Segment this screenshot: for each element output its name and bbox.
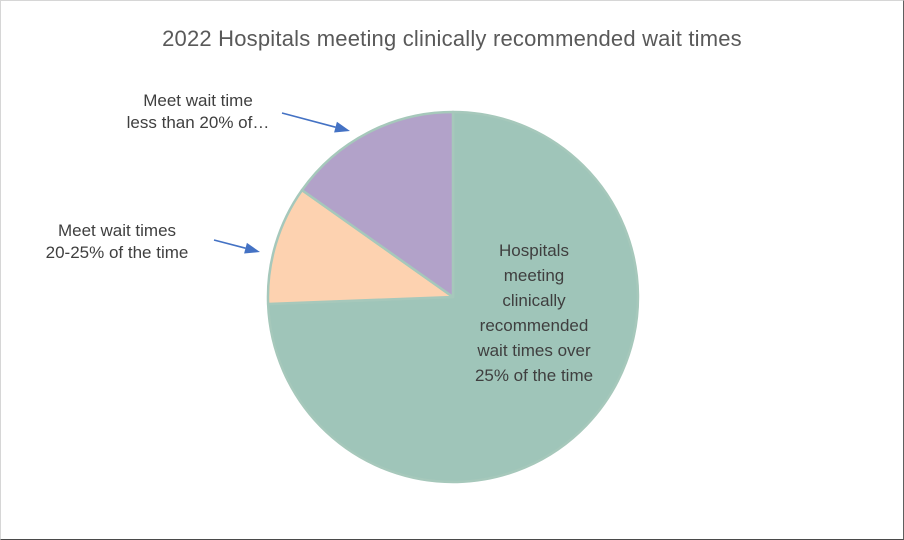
callout-arrowhead-icon-less-than-20 [334, 121, 350, 133]
data-label-line: 25% of the time [474, 366, 594, 385]
callout-arrow-line-20-25 [213, 239, 246, 249]
callout-arrowhead-icon-20-25 [244, 242, 260, 254]
data-label-less-than-20: Meet wait time less than 20% of… [103, 90, 293, 134]
chart-title: 2022 Hospitals meeting clinically recomm… [162, 26, 742, 51]
data-label-20-25: Meet wait times 20-25% of the time [22, 220, 212, 264]
data-label-line: clinically [502, 291, 566, 310]
pie-slice-20-25[interactable] [266, 188, 455, 306]
callout-arrow-line-less-than-20 [281, 112, 336, 128]
data-label-line: recommended [479, 316, 589, 335]
data-label-line: meeting [503, 266, 565, 285]
data-label-line: Meet wait time [143, 91, 253, 110]
callout-arrows-group [213, 112, 350, 254]
data-label-line: Hospitals [499, 241, 569, 260]
data-label-line: Meet wait times [57, 221, 177, 240]
data-label-line: 20-25% of the time [45, 243, 189, 262]
data-label-line: wait times over [477, 341, 591, 360]
pie-slice-less-than-20[interactable] [300, 110, 455, 299]
data-label-over-25: Hospitals meeting clinically recommended… [449, 238, 619, 388]
pie-slices-group [266, 110, 640, 484]
data-label-line: less than 20% of… [126, 113, 270, 132]
